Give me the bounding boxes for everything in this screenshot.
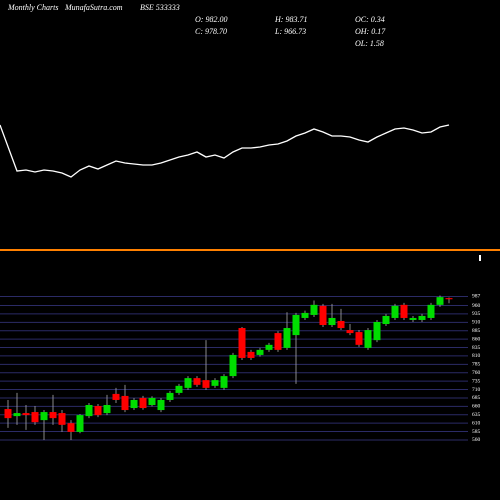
- oh-label: OH: 0.17: [355, 27, 386, 36]
- candle-body: [238, 328, 246, 358]
- candle-body: [310, 304, 318, 315]
- candle-body: [364, 330, 372, 348]
- candle-body: [373, 321, 381, 341]
- candle-body: [256, 349, 264, 355]
- candle-body: [229, 354, 237, 377]
- candle-body: [193, 378, 201, 385]
- candle-body: [157, 399, 165, 411]
- high-label: H: 983.71: [274, 15, 307, 24]
- y-tick-label: 610: [472, 420, 481, 426]
- ol-label: OL: 1.58: [355, 39, 384, 48]
- y-tick-label: 935: [472, 311, 481, 317]
- candle-body: [265, 344, 273, 350]
- candle-body: [49, 412, 57, 419]
- candle-body: [148, 397, 156, 406]
- y-tick-label: 560: [472, 437, 481, 443]
- candle-body: [202, 380, 210, 388]
- y-tick-label: 735: [472, 378, 481, 384]
- candle-body: [13, 413, 21, 417]
- y-tick-label: 810: [472, 353, 481, 359]
- y-tick-label: 987: [472, 294, 481, 300]
- open-label: O: 982.00: [195, 15, 227, 24]
- candle-body: [319, 305, 327, 326]
- oc-label: OC: 0.34: [355, 15, 385, 24]
- candle-body: [94, 406, 102, 416]
- candle-body: [382, 315, 390, 325]
- candle-body: [4, 409, 12, 419]
- candle-body: [346, 330, 354, 334]
- candle-body: [85, 405, 93, 417]
- y-tick-label: 710: [472, 387, 481, 393]
- candle-body: [391, 305, 399, 318]
- candle-body: [67, 423, 75, 432]
- candle-body: [283, 328, 291, 348]
- y-tick-label: 835: [472, 345, 481, 351]
- candle-body: [103, 405, 111, 414]
- brand-label: MunafaSutra.com: [64, 3, 123, 12]
- candle-body: [337, 320, 345, 329]
- low-label: L: 966.73: [274, 27, 306, 36]
- candle-body: [175, 385, 183, 393]
- candle-body: [292, 314, 300, 336]
- y-tick-label: 910: [472, 320, 481, 326]
- candle-body: [211, 380, 219, 386]
- y-tick-label: 960: [472, 303, 481, 309]
- candle-body: [112, 393, 120, 400]
- y-tick-label: 860: [472, 336, 481, 342]
- candle-body: [301, 312, 309, 318]
- candle-body: [445, 298, 453, 300]
- candle-body: [31, 412, 39, 423]
- candle-body: [139, 397, 147, 409]
- candle-body: [130, 399, 138, 409]
- y-tick-label: 585: [472, 429, 481, 435]
- marker: [479, 255, 481, 261]
- candle-body: [184, 378, 192, 388]
- candle-body: [247, 351, 255, 358]
- candle-body: [220, 376, 228, 388]
- candle-body: [436, 297, 444, 305]
- y-tick-label: 785: [472, 362, 481, 368]
- candle-body: [355, 332, 363, 345]
- indicator-line: [0, 124, 450, 178]
- site-label: Monthly Charts: [7, 3, 58, 12]
- y-tick-label: 635: [472, 412, 481, 418]
- y-tick-label: 660: [472, 404, 481, 410]
- candle-body: [427, 304, 435, 318]
- candle-body: [274, 333, 282, 350]
- y-tick-label: 685: [472, 395, 481, 401]
- candle-body: [40, 412, 48, 421]
- y-tick-label: 760: [472, 370, 481, 376]
- close-label: C: 978.70: [195, 27, 227, 36]
- candle-body: [76, 415, 84, 432]
- candle-body: [121, 395, 129, 411]
- candle-body: [22, 413, 30, 416]
- candle-body: [166, 392, 174, 400]
- candle-body: [400, 304, 408, 318]
- candle-body: [328, 317, 336, 326]
- candle-body: [409, 317, 417, 320]
- candle-body: [418, 315, 426, 320]
- candle-body: [58, 413, 66, 425]
- y-tick-label: 885: [472, 328, 481, 334]
- symbol-label: BSE 533333: [140, 3, 180, 12]
